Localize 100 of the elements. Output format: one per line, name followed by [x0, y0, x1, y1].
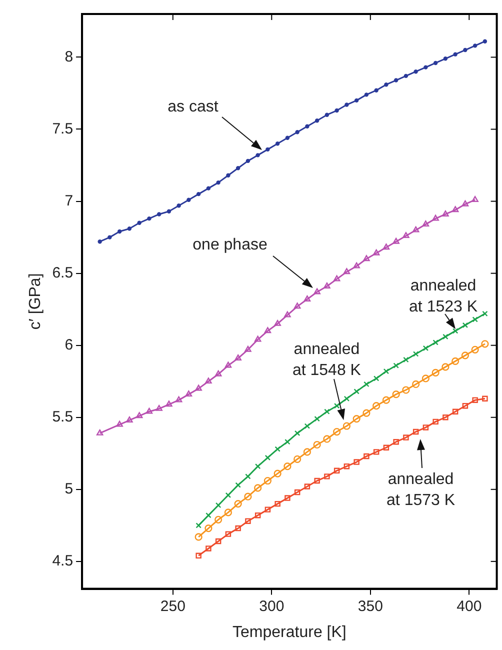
point	[206, 512, 212, 518]
point	[462, 402, 468, 409]
point	[471, 346, 479, 354]
point	[432, 418, 438, 425]
point	[313, 440, 321, 449]
point	[482, 39, 488, 44]
point	[206, 546, 212, 552]
y-tick-label: 5	[64, 480, 74, 498]
point	[453, 52, 458, 56]
annotation: annealed at 1573 K	[386, 471, 456, 510]
point	[294, 302, 301, 309]
point	[225, 492, 232, 498]
point	[304, 484, 310, 490]
point	[324, 408, 330, 414]
x-tick-label: 400	[456, 598, 482, 615]
point	[117, 229, 122, 234]
point	[354, 98, 359, 103]
point	[452, 408, 458, 414]
point	[442, 334, 448, 340]
point	[342, 422, 350, 430]
point	[294, 455, 302, 463]
point	[393, 362, 399, 368]
point	[254, 463, 261, 470]
point	[403, 434, 409, 440]
point	[433, 60, 438, 66]
point	[186, 198, 191, 202]
point	[245, 518, 251, 524]
point	[382, 244, 390, 250]
point	[216, 180, 220, 185]
point	[285, 136, 290, 140]
point	[392, 390, 400, 398]
point	[334, 108, 339, 113]
point	[472, 44, 478, 48]
point	[344, 102, 349, 107]
point	[344, 463, 350, 470]
point	[373, 376, 380, 382]
point	[274, 500, 280, 507]
point	[323, 435, 331, 443]
point	[334, 402, 340, 409]
point	[481, 340, 489, 348]
point	[412, 226, 420, 232]
point	[412, 380, 420, 388]
point	[235, 525, 241, 532]
point	[294, 489, 300, 496]
y-tick-label: 6.5	[52, 264, 74, 282]
point	[364, 92, 369, 97]
point	[432, 214, 439, 221]
point	[204, 524, 212, 532]
point	[334, 468, 340, 474]
x-tick-label: 350	[358, 598, 383, 615]
point	[422, 345, 429, 352]
point	[205, 378, 212, 384]
point	[324, 474, 330, 480]
point	[254, 512, 261, 518]
point	[304, 423, 310, 429]
point	[412, 351, 419, 357]
point	[274, 320, 281, 326]
point	[116, 420, 123, 427]
point	[235, 482, 241, 488]
point	[266, 147, 270, 152]
point	[254, 484, 262, 492]
point	[472, 397, 478, 403]
point	[393, 438, 399, 445]
y-tick-label: 5.5	[52, 408, 74, 426]
point	[422, 220, 430, 227]
point	[374, 88, 378, 92]
point	[472, 196, 478, 202]
point	[314, 478, 320, 484]
point	[422, 424, 429, 430]
point	[384, 82, 388, 87]
point	[382, 396, 390, 404]
point	[245, 474, 251, 480]
point	[224, 508, 232, 516]
point	[96, 429, 104, 436]
point	[324, 112, 330, 117]
point	[284, 462, 292, 470]
point	[264, 454, 271, 461]
point	[176, 204, 181, 208]
point	[305, 124, 310, 128]
point	[234, 354, 242, 361]
point	[274, 446, 280, 452]
point	[402, 386, 410, 394]
point	[275, 142, 280, 146]
point	[442, 210, 449, 216]
point	[214, 370, 222, 376]
point	[383, 368, 390, 374]
x-axis-title: Temperature [K]	[232, 624, 346, 641]
point	[274, 470, 282, 478]
point	[196, 192, 201, 196]
point	[373, 449, 380, 455]
point	[432, 368, 440, 377]
point	[294, 430, 300, 436]
point	[284, 495, 290, 501]
point	[333, 275, 340, 282]
point	[284, 438, 290, 445]
point	[352, 415, 360, 423]
point	[214, 516, 222, 524]
point	[472, 316, 478, 322]
point	[234, 500, 242, 508]
point	[461, 352, 469, 360]
